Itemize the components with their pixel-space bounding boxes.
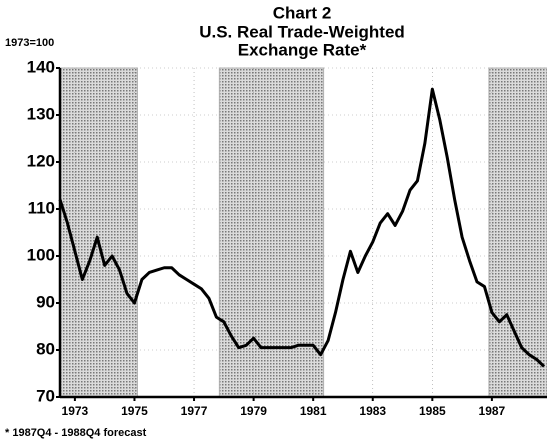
y-tick-label: 140 [27,57,55,76]
x-tick-label: 1983 [359,404,386,418]
x-tick-label: 1981 [300,404,327,418]
shaded-period [59,67,138,398]
y-tick-label: 90 [36,292,55,311]
shaded-period [488,67,547,398]
x-tick-label: 1973 [62,404,89,418]
shade-layer [59,67,547,398]
x-tick-label: 1977 [181,404,208,418]
chart-subtitle: Exchange Rate* [238,40,367,59]
y-tick-label: 110 [28,198,55,217]
y-tick-label: 80 [36,339,55,358]
x-tick-label: 1979 [240,404,267,418]
y-tick-label: 70 [36,386,55,405]
chart-title: Chart 2 [273,3,332,22]
x-tick-label: 1975 [121,404,148,418]
y-axis-label: 1973=100 [5,37,54,49]
y-tick-label: 100 [27,245,55,264]
x-tick-label: 1987 [479,404,506,418]
line [58,87,546,368]
y-tick-label: 130 [27,104,55,123]
chart-subtitle: U.S. Real Trade-Weighted [199,22,405,41]
footnote: * 1987Q4 - 1988Q4 forecast [5,427,147,439]
grid-layer [60,67,547,398]
y-tick-label: 120 [27,151,55,170]
x-tick-label: 1985 [419,404,446,418]
